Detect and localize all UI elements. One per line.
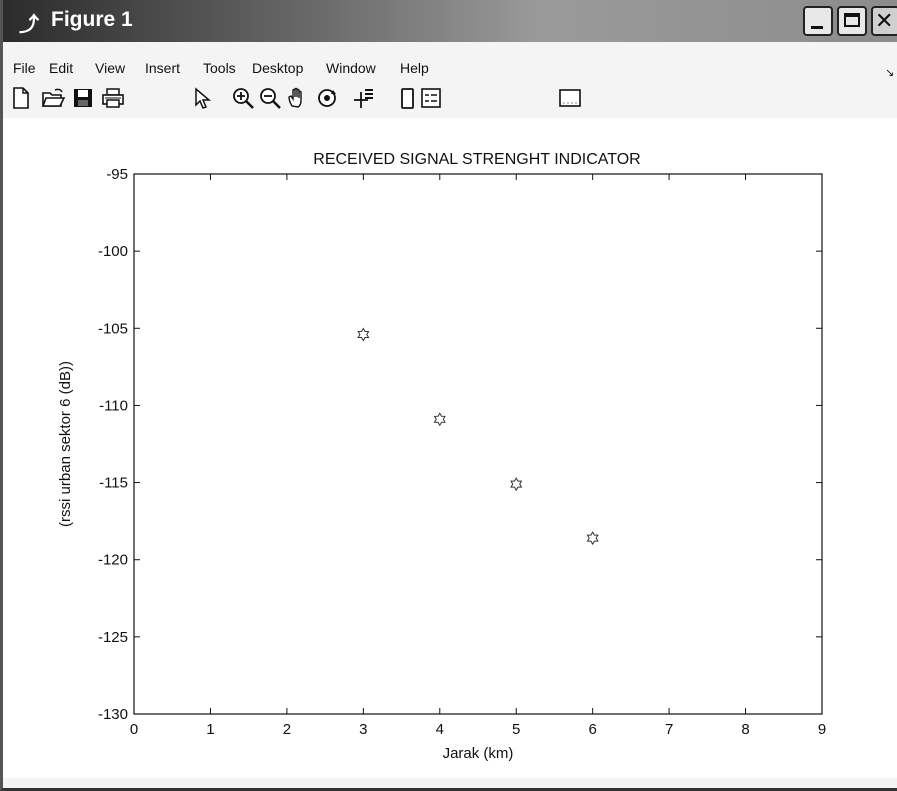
y-tick-label: -105 [98, 320, 128, 337]
y-tick-label: -125 [98, 629, 128, 646]
menu-insert[interactable]: Insert [145, 60, 181, 76]
data-point [586, 531, 599, 546]
x-tick-labels: 0 1 2 3 4 5 6 7 8 9 [130, 721, 826, 738]
data-point [510, 477, 523, 492]
data-points [357, 327, 599, 546]
x-tick-label: 2 [283, 721, 291, 738]
edit-plot-pointer-icon[interactable] [190, 86, 214, 110]
legend-icon[interactable] [419, 86, 443, 110]
pan-hand-icon[interactable] [285, 86, 309, 110]
window-title: Figure 1 [51, 8, 133, 31]
close-icon: ✕ [875, 8, 894, 33]
y-tick-label: -110 [99, 397, 128, 414]
menu-desktop[interactable]: Desktop [252, 60, 304, 76]
y-tick-label: -120 [98, 552, 128, 569]
menu-file[interactable]: File [13, 60, 36, 76]
minimize-icon [811, 26, 823, 29]
title-bar[interactable]: ⤴ Figure 1 ✕ [3, 0, 897, 42]
axes-box [133, 173, 823, 715]
data-point [433, 412, 446, 427]
y-tick-label: -100 [98, 243, 128, 260]
x-tick-label: 5 [512, 721, 520, 738]
x-tick-label: 8 [741, 721, 749, 738]
menu-bar: File Edit View Insert Tools Desktop Wind… [3, 56, 897, 80]
x-tick-label: 9 [818, 721, 826, 738]
data-point [357, 327, 370, 342]
x-tick-label: 4 [436, 721, 444, 738]
menu-dock-arrow-icon[interactable]: ↘ [885, 67, 895, 79]
toolbar [3, 86, 897, 114]
plot-tools-icon[interactable] [558, 86, 582, 110]
save-icon[interactable] [71, 86, 95, 110]
minimize-button[interactable] [803, 6, 833, 36]
x-tick-label: 7 [665, 721, 673, 738]
y-tick-label: -130 [98, 706, 128, 723]
menu-help[interactable]: Help [400, 60, 429, 76]
zoom-in-icon[interactable] [231, 86, 255, 110]
menu-window[interactable]: Window [326, 60, 376, 76]
menu-edit[interactable]: Edit [49, 60, 74, 76]
close-button[interactable]: ✕ [871, 6, 897, 36]
y-axis-label: (rssi urban sektor 6 (dB)) [57, 361, 74, 527]
y-tick-labels: -95 -100 -105 -110 -115 -120 -125 -130 [98, 166, 128, 723]
x-tick-label: 6 [588, 721, 596, 738]
chart-title: RECEIVED SIGNAL STRENGHT INDICATOR [313, 151, 640, 168]
zoom-out-icon[interactable] [258, 86, 282, 110]
x-axis-label: Jarak (km) [443, 745, 514, 762]
x-tick-label: 3 [359, 721, 367, 738]
axes[interactable]: 0 1 2 3 4 5 6 7 8 9 -95 -100 -105 -110 -115 -120 -125 -1… [98, 166, 826, 738]
open-file-icon[interactable] [41, 86, 65, 110]
x-tick-label: 1 [206, 721, 214, 738]
new-figure-icon[interactable] [9, 86, 33, 110]
figure-canvas: RECEIVED SIGNAL STRENGHT INDICATOR 0 1 2 3 4… [3, 118, 897, 778]
menu-tools[interactable]: Tools [203, 60, 236, 76]
maximize-icon [844, 13, 860, 27]
y-tick-label: -95 [106, 166, 128, 183]
y-tick-label: -115 [99, 475, 128, 492]
matlab-logo-icon: ⤴ [19, 14, 39, 36]
menu-view[interactable]: View [95, 60, 126, 76]
data-cursor-icon[interactable] [351, 86, 375, 110]
maximize-button[interactable] [837, 6, 867, 36]
x-tick-label: 0 [130, 721, 138, 738]
colorbar-icon[interactable] [395, 86, 419, 110]
print-icon[interactable] [101, 86, 125, 110]
axis-ticks [133, 173, 823, 715]
rotate-3d-icon[interactable] [315, 86, 339, 110]
